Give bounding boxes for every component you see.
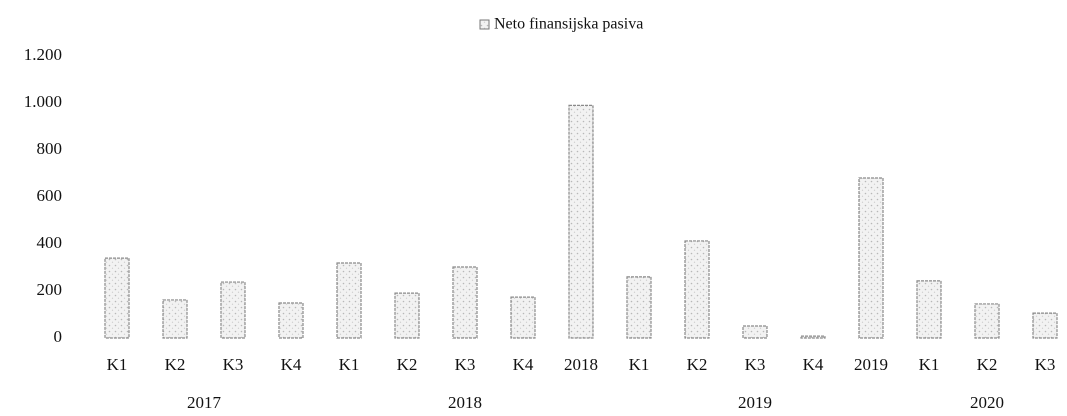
bar [974, 303, 1000, 339]
bar [800, 335, 826, 339]
y-tick-label: 600 [37, 186, 63, 205]
bar [278, 302, 304, 339]
bar [220, 281, 246, 339]
y-tick-label: 1.200 [24, 45, 62, 64]
x-tick-label: K2 [165, 355, 186, 374]
x-tick-label: 2018 [564, 355, 598, 374]
bar [916, 280, 942, 339]
legend-label: Neto finansijska pasiva [494, 16, 643, 33]
bar [452, 266, 478, 339]
y-tick-label: 400 [37, 233, 63, 252]
legend-swatch [479, 19, 490, 30]
y-tick-label: 200 [37, 280, 63, 299]
x-tick-label: K4 [513, 355, 534, 374]
bar [684, 240, 710, 339]
x-tick-label: K2 [687, 355, 708, 374]
bar [626, 276, 652, 339]
bar [742, 325, 768, 339]
y-tick-label: 1.000 [24, 92, 62, 111]
x-tick-label: K2 [977, 355, 998, 374]
x-tick-label: K1 [629, 355, 650, 374]
bar [568, 104, 594, 339]
bar [510, 296, 536, 339]
x-tick-label: K1 [107, 355, 128, 374]
group-label: 2020 [970, 393, 1004, 412]
x-tick-label: 2019 [854, 355, 888, 374]
x-tick-label: K3 [455, 355, 476, 374]
x-tick-label: K3 [1035, 355, 1056, 374]
bar [336, 262, 362, 339]
y-tick-label: 0 [54, 327, 63, 346]
bar [394, 292, 420, 339]
x-tick-label: K4 [281, 355, 302, 374]
bar [858, 177, 884, 339]
x-tick-label: K2 [397, 355, 418, 374]
group-label: 2019 [738, 393, 772, 412]
bar [1032, 312, 1058, 339]
x-tick-label: K3 [745, 355, 766, 374]
y-tick-label: 800 [37, 139, 63, 158]
x-tick-label: K3 [223, 355, 244, 374]
group-label: 2017 [187, 393, 222, 412]
x-tick-label: K1 [339, 355, 360, 374]
x-tick-label: K4 [803, 355, 824, 374]
x-tick-label: K1 [919, 355, 940, 374]
group-label: 2018 [448, 393, 482, 412]
bar [162, 299, 188, 339]
bar [104, 257, 130, 339]
